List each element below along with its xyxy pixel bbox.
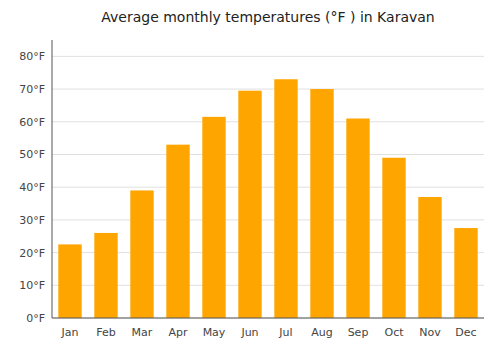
page: {"chart_data": {"type": "bar", "title": … (0, 0, 500, 350)
grid-line (52, 187, 484, 188)
x-tick-label: Dec (455, 326, 476, 339)
x-tick-label: May (203, 326, 226, 339)
x-tick-label: Apr (168, 326, 188, 339)
y-tick-label: 40°F (19, 181, 45, 194)
y-tick-label: 0°F (26, 312, 45, 325)
x-tick-label: Jun (240, 326, 258, 339)
grid-line (52, 154, 484, 155)
grid-line (52, 318, 484, 319)
axes (52, 40, 484, 318)
x-tick-label: Sep (348, 326, 369, 339)
x-axis-line (52, 318, 484, 319)
y-tick-label: 80°F (19, 50, 45, 63)
bar (94, 233, 117, 318)
chart: Average monthly temperatures (°F ) in Ka… (0, 0, 500, 350)
x-axis: Jan Feb Mar Apr May Jun Jul Aug Sep Oct Nov Dec (61, 326, 477, 339)
y-axis: 0°F 10°F 20°F 30°F 40°F 50°F 60°F 70°F 80°F (19, 50, 484, 325)
x-tick-label: Mar (132, 326, 153, 339)
y-tick-label: 60°F (19, 116, 45, 129)
x-tick-label: Oct (384, 326, 404, 339)
y-tick-label: 50°F (19, 148, 45, 161)
bar (274, 79, 297, 318)
x-tick-label: Nov (419, 326, 441, 339)
x-tick-label: Jul (278, 326, 292, 339)
y-tick-label: 30°F (19, 214, 45, 227)
bars (58, 79, 477, 318)
bar (310, 89, 333, 318)
bar (58, 244, 81, 318)
title: Average monthly temperatures (°F ) in Ka… (101, 9, 434, 25)
y-axis-line (52, 40, 53, 318)
bar (166, 145, 189, 318)
bar (454, 228, 477, 318)
bar (418, 197, 441, 318)
chart-container: Average monthly temperatures (°F ) in Ka… (0, 0, 500, 350)
grid-line (52, 56, 484, 57)
grid-line (52, 121, 484, 122)
y-tick-label: 20°F (19, 247, 45, 260)
bar (382, 158, 405, 318)
bar (346, 118, 369, 318)
grid-line (52, 89, 484, 90)
bar (202, 117, 225, 318)
bar (130, 190, 153, 318)
x-tick-label: Aug (311, 326, 332, 339)
y-tick-label: 70°F (19, 83, 45, 96)
x-tick-label: Feb (96, 326, 115, 339)
y-tick-label: 10°F (19, 279, 45, 292)
bar (238, 91, 261, 318)
x-tick-label: Jan (61, 326, 79, 339)
